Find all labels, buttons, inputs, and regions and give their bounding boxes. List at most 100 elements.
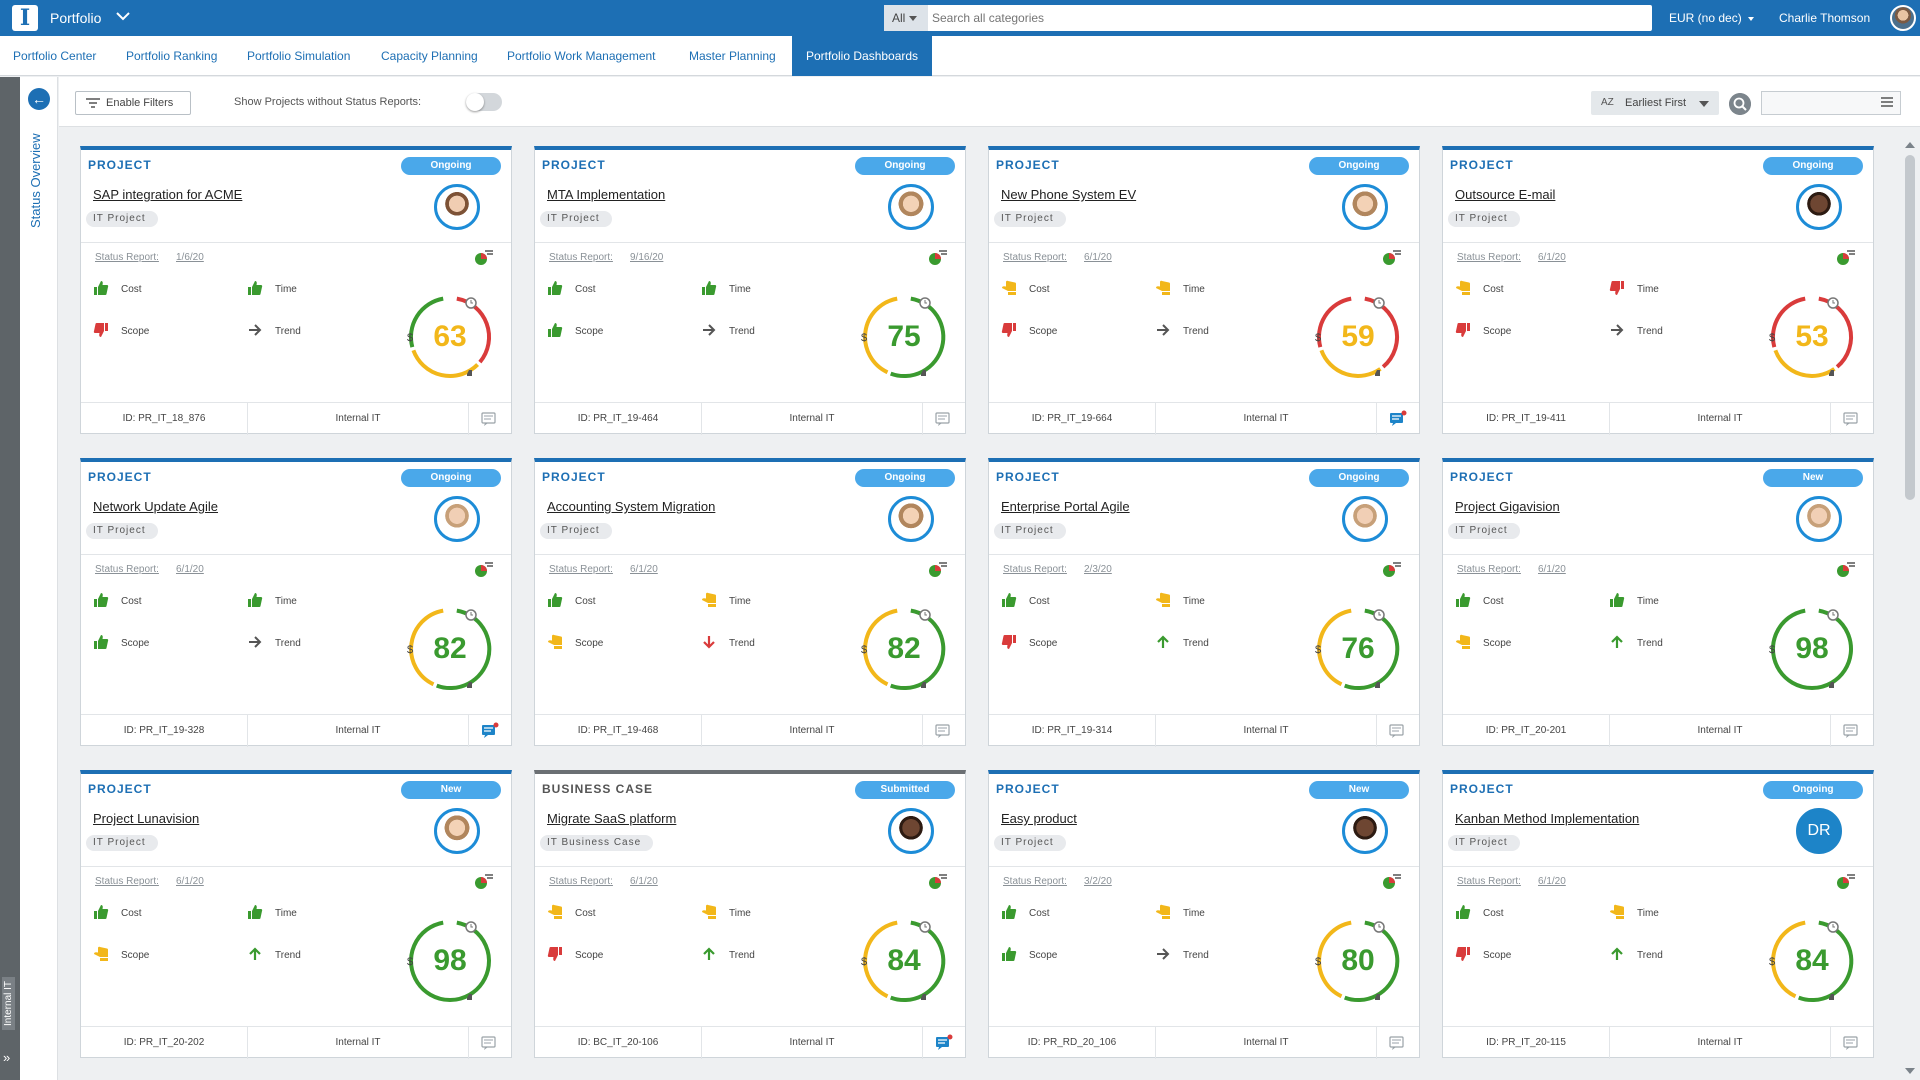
scrollbar-thumb[interactable] xyxy=(1905,155,1915,500)
card-title-link[interactable]: Outsource E-mail xyxy=(1455,187,1556,202)
report-chart-icon[interactable] xyxy=(928,872,948,890)
status-card[interactable]: PROJECT Ongoing Kanban Method Implementati… xyxy=(1442,770,1874,1059)
status-report-date[interactable]: 6/1/20 xyxy=(630,564,658,575)
currency-selector[interactable]: EUR (no dec) xyxy=(1669,11,1754,25)
comment-icon[interactable] xyxy=(1843,1034,1861,1050)
status-card[interactable]: PROJECT Ongoing New Phone System EV IT Proj… xyxy=(988,146,1420,435)
owner-avatar[interactable] xyxy=(888,496,934,542)
tab-capacity-planning[interactable]: Capacity Planning xyxy=(381,49,478,63)
card-title-link[interactable]: Project Lunavision xyxy=(93,811,200,826)
report-chart-icon[interactable] xyxy=(1382,560,1402,578)
health-score-gauge[interactable] xyxy=(1767,916,1857,1006)
scroll-down-icon[interactable] xyxy=(1905,1068,1915,1074)
health-score-gauge[interactable] xyxy=(1313,292,1403,382)
tab-portfolio-simulation[interactable]: Portfolio Simulation xyxy=(247,49,351,63)
app-logo[interactable]: I xyxy=(12,5,38,31)
user-avatar[interactable] xyxy=(1890,5,1916,31)
status-card[interactable]: PROJECT New Project Lunavision IT Project St… xyxy=(80,770,512,1059)
status-report-label[interactable]: Status Report: xyxy=(549,252,613,263)
status-report-date[interactable]: 6/1/20 xyxy=(1538,252,1566,263)
app-title[interactable]: Portfolio xyxy=(50,10,102,26)
expand-icon[interactable]: » xyxy=(3,1050,11,1065)
owner-avatar[interactable] xyxy=(1796,496,1842,542)
chevron-down-icon[interactable] xyxy=(116,11,130,21)
health-score-gauge[interactable] xyxy=(405,292,495,382)
status-report-date[interactable]: 6/1/20 xyxy=(1538,564,1566,575)
report-chart-icon[interactable] xyxy=(928,560,948,578)
comment-icon[interactable] xyxy=(1389,1034,1407,1050)
report-chart-icon[interactable] xyxy=(474,248,494,266)
owner-avatar[interactable] xyxy=(888,808,934,854)
health-score-gauge[interactable] xyxy=(859,604,949,694)
owner-avatar[interactable] xyxy=(434,496,480,542)
comment-icon[interactable] xyxy=(1389,722,1407,738)
sort-dropdown[interactable]: AZ Earliest First xyxy=(1591,91,1719,115)
status-card[interactable]: PROJECT Ongoing Accounting System Migratio… xyxy=(534,458,966,747)
status-report-label[interactable]: Status Report: xyxy=(1457,252,1521,263)
status-report-label[interactable]: Status Report: xyxy=(549,564,613,575)
status-card[interactable]: PROJECT Ongoing Outsource E-mail IT Project… xyxy=(1442,146,1874,435)
status-report-date[interactable]: 1/6/20 xyxy=(176,252,204,263)
comment-icon[interactable] xyxy=(1389,410,1407,426)
report-chart-icon[interactable] xyxy=(474,872,494,890)
status-card[interactable]: PROJECT Ongoing MTA Implementation IT Proje… xyxy=(534,146,966,435)
status-report-date[interactable]: 6/1/20 xyxy=(176,564,204,575)
enable-filters-button[interactable]: Enable Filters xyxy=(75,91,191,115)
tab-portfolio-center[interactable]: Portfolio Center xyxy=(13,49,97,63)
status-card[interactable]: PROJECT New Project Gigavision IT Project St… xyxy=(1442,458,1874,747)
health-score-gauge[interactable] xyxy=(1313,604,1403,694)
card-title-link[interactable]: SAP integration for ACME xyxy=(93,187,243,202)
status-report-label[interactable]: Status Report: xyxy=(1457,564,1521,575)
status-report-label[interactable]: Status Report: xyxy=(1003,564,1067,575)
owner-avatar[interactable] xyxy=(1796,184,1842,230)
status-card[interactable]: PROJECT Ongoing Enterprise Portal Agile IT … xyxy=(988,458,1420,747)
card-title-link[interactable]: Migrate SaaS platform xyxy=(547,811,677,826)
comment-icon[interactable] xyxy=(935,410,953,426)
comment-icon[interactable] xyxy=(481,722,499,738)
status-report-date[interactable]: 6/1/20 xyxy=(1084,252,1112,263)
scroll-up-icon[interactable] xyxy=(1905,142,1915,148)
owner-avatar[interactable]: DR xyxy=(1796,808,1842,854)
report-chart-icon[interactable] xyxy=(1836,248,1856,266)
rail-org-tag[interactable]: Internal IT xyxy=(2,976,15,1030)
status-card[interactable]: PROJECT New Easy product IT Project Status R… xyxy=(988,770,1420,1059)
card-title-link[interactable]: Easy product xyxy=(1001,811,1077,826)
status-card[interactable]: PROJECT Ongoing Network Update Agile IT Pro… xyxy=(80,458,512,747)
health-score-gauge[interactable] xyxy=(1313,916,1403,1006)
status-overview-label[interactable]: Status Overview xyxy=(28,133,43,228)
owner-avatar[interactable] xyxy=(434,184,480,230)
card-title-link[interactable]: New Phone System EV xyxy=(1001,187,1137,202)
status-report-label[interactable]: Status Report: xyxy=(1003,252,1067,263)
status-report-label[interactable]: Status Report: xyxy=(1457,876,1521,887)
report-chart-icon[interactable] xyxy=(474,560,494,578)
card-title-link[interactable]: Enterprise Portal Agile xyxy=(1001,499,1130,514)
status-card[interactable]: PROJECT Ongoing SAP integration for ACME IT… xyxy=(80,146,512,435)
status-report-label[interactable]: Status Report: xyxy=(1003,876,1067,887)
tab-portfolio-work-management[interactable]: Portfolio Work Management xyxy=(507,49,656,63)
menu-icon[interactable] xyxy=(1881,97,1893,107)
card-title-link[interactable]: Project Gigavision xyxy=(1455,499,1560,514)
card-title-link[interactable]: Network Update Agile xyxy=(93,499,219,514)
card-title-link[interactable]: Kanban Method Implementation xyxy=(1455,811,1640,826)
status-report-label[interactable]: Status Report: xyxy=(95,252,159,263)
comment-icon[interactable] xyxy=(1843,722,1861,738)
status-report-date[interactable]: 2/3/20 xyxy=(1084,564,1112,575)
search-input[interactable] xyxy=(932,8,1632,28)
status-report-label[interactable]: Status Report: xyxy=(95,564,159,575)
health-score-gauge[interactable] xyxy=(405,916,495,1006)
comment-icon[interactable] xyxy=(481,410,499,426)
tab-portfolio-dashboards[interactable]: Portfolio Dashboards xyxy=(792,36,933,76)
report-chart-icon[interactable] xyxy=(1382,872,1402,890)
toggle-knob[interactable] xyxy=(466,93,484,111)
report-chart-icon[interactable] xyxy=(1836,872,1856,890)
tab-portfolio-ranking[interactable]: Portfolio Ranking xyxy=(126,49,218,63)
comment-icon[interactable] xyxy=(481,1034,499,1050)
report-chart-icon[interactable] xyxy=(1836,560,1856,578)
comment-icon[interactable] xyxy=(935,1034,953,1050)
health-score-gauge[interactable] xyxy=(1767,292,1857,382)
owner-avatar[interactable] xyxy=(1342,184,1388,230)
status-report-label[interactable]: Status Report: xyxy=(95,876,159,887)
owner-avatar[interactable] xyxy=(1342,496,1388,542)
comment-icon[interactable] xyxy=(1843,410,1861,426)
report-chart-icon[interactable] xyxy=(1382,248,1402,266)
